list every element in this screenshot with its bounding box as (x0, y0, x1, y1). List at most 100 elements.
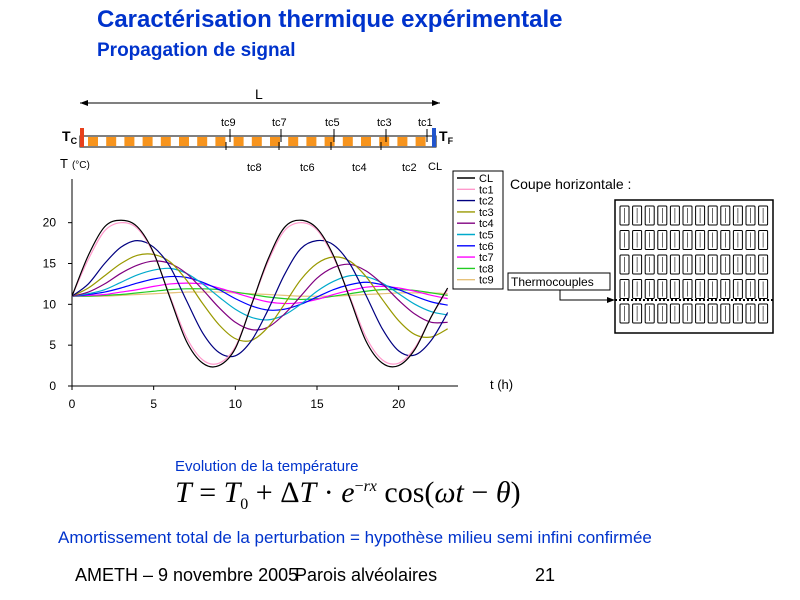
conclusion-text: Amortissement total de la perturbation =… (58, 528, 652, 547)
slide-subtitle: Propagation de signal (97, 40, 296, 61)
cell (732, 230, 743, 250)
thermocouples-label: Thermocouples (511, 275, 594, 289)
sensor-label-tc1: tc1 (418, 117, 433, 129)
hot-face (80, 128, 84, 147)
cell (669, 205, 680, 226)
sensor-label-tc8: tc8 (247, 162, 262, 174)
cell (720, 254, 731, 275)
cell (758, 279, 769, 299)
sensor-label-tc7: tc7 (272, 117, 287, 129)
footer-topic: Parois alvéolaires (295, 565, 438, 585)
cell (720, 279, 731, 299)
cell (695, 205, 706, 226)
y-tick-label: 10 (43, 297, 57, 311)
x-tick-label: 10 (229, 397, 243, 411)
thermocouples-pointer-head (607, 297, 615, 303)
legend-label-tc4: tc4 (479, 218, 494, 230)
cell (695, 230, 706, 250)
legend-label-tc5: tc5 (479, 230, 494, 242)
cell (732, 279, 743, 299)
legend-label-tc6: tc6 (479, 241, 494, 253)
wall-block (179, 137, 189, 146)
length-label: L (255, 86, 263, 102)
slide-title: Caractérisation thermique expérimentale (97, 6, 563, 33)
cell (644, 303, 655, 324)
series-line-tc2 (71, 239, 449, 358)
sensor-label-tc5: tc5 (325, 117, 340, 129)
cell (758, 230, 769, 250)
legend-label-CL: CL (479, 173, 493, 185)
legend-label-tc8: tc8 (479, 263, 494, 275)
series-line-CL (71, 219, 449, 368)
cell (682, 303, 693, 324)
legend-label-tc2: tc2 (479, 196, 494, 208)
sensor-label-CL: CL (428, 161, 442, 173)
wall-block (342, 137, 353, 146)
cell (707, 254, 718, 275)
cell (632, 254, 643, 275)
wall-block (88, 137, 98, 146)
cell (707, 205, 718, 226)
cell (720, 303, 731, 324)
cell (657, 254, 668, 275)
footer-event: AMETH – 9 novembre 2005 (75, 565, 299, 585)
cell (644, 205, 655, 226)
chart-caption: Evolution de la température (175, 458, 359, 475)
wall-block (270, 137, 280, 146)
cross-section: Coupe horizontale : Thermocouples (507, 176, 774, 334)
cell (745, 303, 756, 324)
cell (707, 279, 718, 299)
cell (745, 205, 756, 226)
cell (707, 230, 718, 250)
cell (669, 303, 680, 324)
cell (758, 205, 769, 226)
wall-block (324, 137, 335, 146)
sensor-label-tc3: tc3 (377, 117, 392, 129)
cell (644, 254, 655, 275)
thermocouples-label-box (507, 272, 611, 291)
y-axis-label: T (°C) (60, 156, 90, 171)
cold-face (432, 128, 436, 147)
legend-label-tc7: tc7 (479, 252, 494, 264)
cell (669, 279, 680, 299)
hot-face-label: TC (62, 128, 78, 146)
wall-block (415, 137, 426, 146)
cell (669, 254, 680, 275)
sensor-label-tc6: tc6 (300, 162, 315, 174)
cell (707, 303, 718, 324)
cell (682, 230, 693, 250)
sensor-label-tc4: tc4 (352, 162, 367, 174)
damping-formula: T = T0 + ΔT · e−rx cos(ωt − θ) (175, 476, 521, 513)
cell (758, 303, 769, 324)
cell (669, 230, 680, 250)
series-line-tc5 (71, 267, 448, 321)
cell (758, 254, 769, 275)
series-line-tc3 (71, 253, 448, 342)
cell (657, 205, 668, 226)
cell (720, 230, 731, 250)
wall-block (106, 137, 117, 146)
series-line-tc4 (71, 260, 448, 331)
slide-number: 21 (535, 565, 556, 585)
cell (695, 254, 706, 275)
cell (632, 230, 643, 250)
sensor-labels: tc9 tc7 tc5 tc3 tc1 tc8 tc6 tc4 tc2 CL (221, 117, 442, 174)
legend-label-tc1: tc1 (479, 184, 494, 196)
y-tick-label: 5 (49, 338, 56, 352)
cell (619, 230, 630, 250)
wall-block (142, 137, 153, 146)
section-outline (614, 199, 774, 334)
series-line-tc8 (71, 288, 448, 301)
series-line-tc9 (72, 291, 448, 297)
length-arrow-right-head (432, 100, 440, 106)
wall-block (361, 137, 371, 146)
y-tick-label: 20 (43, 216, 57, 230)
legend-box (452, 170, 504, 290)
cell (682, 254, 693, 275)
wall-block (233, 137, 244, 146)
cell (720, 205, 731, 226)
wall-block (160, 137, 171, 146)
wall-block (251, 137, 262, 146)
